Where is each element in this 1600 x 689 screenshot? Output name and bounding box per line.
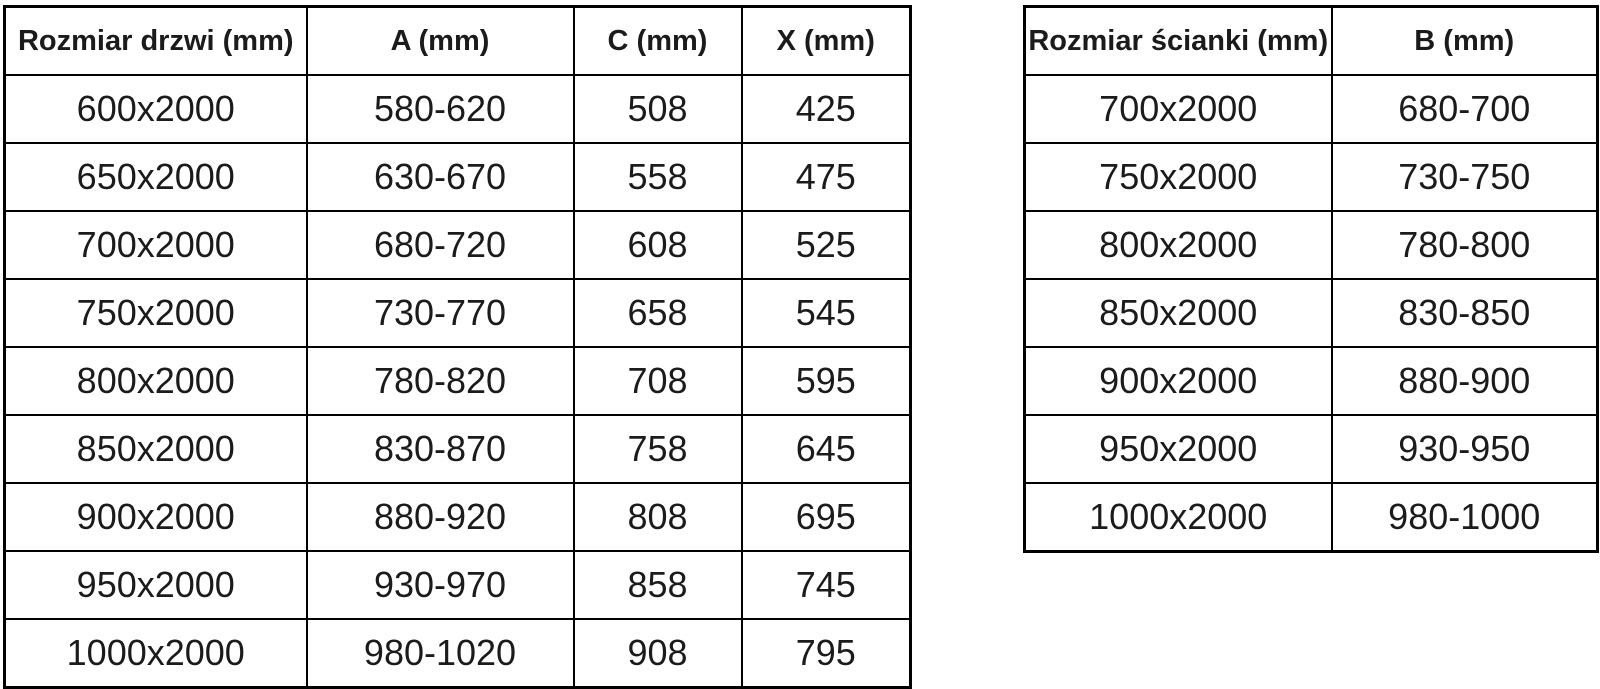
cell-c-value: 508 xyxy=(572,74,743,144)
cell-wall-size: 850x2000 xyxy=(1023,278,1333,348)
cell-b-value: 730-750 xyxy=(1330,142,1599,212)
cell-door-size: 1000x2000 xyxy=(3,618,308,689)
cell-b-value: 830-850 xyxy=(1330,278,1599,348)
cell-a-value: 830-870 xyxy=(305,414,575,484)
cell-x-value: 795 xyxy=(740,618,912,689)
cell-wall-size: 700x2000 xyxy=(1023,74,1333,144)
table-row: 750x2000 730-770 658 545 xyxy=(3,278,912,348)
cell-a-value: 580-620 xyxy=(305,74,575,144)
table-row: 650x2000 630-670 558 475 xyxy=(3,142,912,212)
table-row: 950x2000 930-950 xyxy=(1023,414,1599,484)
cell-wall-size: 750x2000 xyxy=(1023,142,1333,212)
cell-x-value: 525 xyxy=(740,210,912,280)
cell-a-value: 730-770 xyxy=(305,278,575,348)
cell-c-value: 708 xyxy=(572,346,743,416)
table-row: 700x2000 680-700 xyxy=(1023,74,1599,144)
table-row: 800x2000 780-800 xyxy=(1023,210,1599,280)
cell-x-value: 645 xyxy=(740,414,912,484)
cell-c-value: 808 xyxy=(572,482,743,552)
cell-a-value: 630-670 xyxy=(305,142,575,212)
cell-x-value: 595 xyxy=(740,346,912,416)
table-row: 900x2000 880-900 xyxy=(1023,346,1599,416)
table-row: 600x2000 580-620 508 425 xyxy=(3,74,912,144)
cell-door-size: 700x2000 xyxy=(3,210,308,280)
cell-x-value: 695 xyxy=(740,482,912,552)
table-row: 1000x2000 980-1000 xyxy=(1023,482,1599,553)
table-row: 850x2000 830-850 xyxy=(1023,278,1599,348)
doors-size-table: Rozmiar drzwi (mm) A (mm) C (mm) X (mm) … xyxy=(3,5,912,689)
cell-a-value: 880-920 xyxy=(305,482,575,552)
cell-a-value: 980-1020 xyxy=(305,618,575,689)
cell-c-value: 608 xyxy=(572,210,743,280)
cell-a-value: 680-720 xyxy=(305,210,575,280)
cell-door-size: 750x2000 xyxy=(3,278,308,348)
cell-x-value: 425 xyxy=(740,74,912,144)
cell-c-value: 758 xyxy=(572,414,743,484)
cell-c-value: 658 xyxy=(572,278,743,348)
cell-door-size: 950x2000 xyxy=(3,550,308,620)
cell-wall-size: 800x2000 xyxy=(1023,210,1333,280)
cell-x-value: 475 xyxy=(740,142,912,212)
cell-door-size: 600x2000 xyxy=(3,74,308,144)
table-row: 850x2000 830-870 758 645 xyxy=(3,414,912,484)
cell-wall-size: 900x2000 xyxy=(1023,346,1333,416)
cell-c-value: 908 xyxy=(572,618,743,689)
cell-door-size: 800x2000 xyxy=(3,346,308,416)
cell-door-size: 850x2000 xyxy=(3,414,308,484)
table-row: 900x2000 880-920 808 695 xyxy=(3,482,912,552)
cell-wall-size: 1000x2000 xyxy=(1023,482,1333,553)
header-door-size: Rozmiar drzwi (mm) xyxy=(3,5,308,76)
header-a-mm: A (mm) xyxy=(305,5,575,76)
table-row: 1000x2000 980-1020 908 795 xyxy=(3,618,912,689)
table-row: 700x2000 680-720 608 525 xyxy=(3,210,912,280)
cell-wall-size: 950x2000 xyxy=(1023,414,1333,484)
header-x-mm: X (mm) xyxy=(740,5,912,76)
table-row: 750x2000 730-750 xyxy=(1023,142,1599,212)
cell-b-value: 930-950 xyxy=(1330,414,1599,484)
header-wall-size: Rozmiar ścianki (mm) xyxy=(1023,5,1333,76)
cell-door-size: 650x2000 xyxy=(3,142,308,212)
walls-size-table: Rozmiar ścianki (mm) B (mm) 700x2000 680… xyxy=(1023,5,1599,553)
header-b-mm: B (mm) xyxy=(1330,5,1599,76)
walls-header-row: Rozmiar ścianki (mm) B (mm) xyxy=(1023,5,1599,76)
cell-a-value: 780-820 xyxy=(305,346,575,416)
cell-door-size: 900x2000 xyxy=(3,482,308,552)
table-row: 950x2000 930-970 858 745 xyxy=(3,550,912,620)
cell-b-value: 680-700 xyxy=(1330,74,1599,144)
cell-c-value: 858 xyxy=(572,550,743,620)
doors-header-row: Rozmiar drzwi (mm) A (mm) C (mm) X (mm) xyxy=(3,5,912,76)
cell-b-value: 780-800 xyxy=(1330,210,1599,280)
cell-x-value: 545 xyxy=(740,278,912,348)
cell-a-value: 930-970 xyxy=(305,550,575,620)
header-c-mm: C (mm) xyxy=(572,5,743,76)
cell-b-value: 880-900 xyxy=(1330,346,1599,416)
cell-b-value: 980-1000 xyxy=(1330,482,1599,553)
cell-x-value: 745 xyxy=(740,550,912,620)
cell-c-value: 558 xyxy=(572,142,743,212)
table-row: 800x2000 780-820 708 595 xyxy=(3,346,912,416)
